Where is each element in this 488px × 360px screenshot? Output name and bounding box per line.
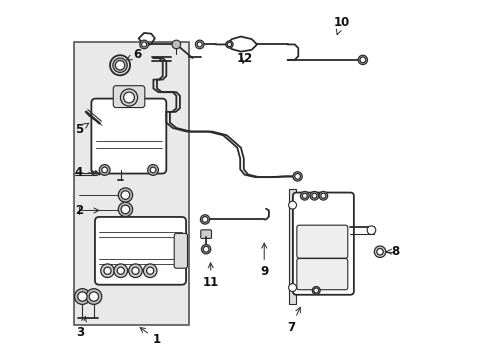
Circle shape [121, 191, 129, 199]
FancyBboxPatch shape [201, 230, 211, 238]
Circle shape [121, 205, 129, 214]
Circle shape [320, 193, 325, 198]
Text: 7: 7 [286, 307, 300, 333]
Text: 3: 3 [76, 316, 86, 339]
Circle shape [123, 92, 134, 103]
Circle shape [147, 165, 158, 175]
FancyBboxPatch shape [113, 86, 144, 108]
Circle shape [309, 192, 318, 200]
Circle shape [359, 57, 365, 63]
Circle shape [89, 292, 99, 301]
Text: 8: 8 [385, 245, 398, 258]
Circle shape [197, 42, 202, 47]
Text: 9: 9 [260, 243, 268, 278]
Circle shape [142, 42, 146, 47]
Circle shape [78, 292, 87, 301]
Circle shape [104, 267, 111, 274]
Circle shape [313, 288, 318, 293]
Circle shape [288, 201, 296, 209]
Text: 5: 5 [75, 123, 88, 136]
Circle shape [74, 289, 90, 305]
Text: 6: 6 [126, 48, 141, 61]
Circle shape [117, 267, 124, 274]
Circle shape [294, 174, 300, 179]
Circle shape [376, 248, 383, 255]
Circle shape [102, 167, 107, 173]
Circle shape [110, 55, 130, 75]
Text: 1: 1 [140, 328, 161, 346]
Circle shape [292, 172, 302, 181]
Circle shape [357, 55, 367, 64]
Text: 12: 12 [236, 51, 252, 64]
Circle shape [172, 40, 180, 49]
Circle shape [227, 42, 231, 46]
Circle shape [140, 40, 148, 49]
FancyBboxPatch shape [296, 225, 347, 258]
Circle shape [311, 193, 316, 198]
Circle shape [132, 267, 139, 274]
FancyBboxPatch shape [91, 99, 166, 174]
Text: 2: 2 [75, 204, 99, 217]
Circle shape [195, 40, 203, 49]
Text: 11: 11 [203, 263, 219, 289]
Circle shape [114, 264, 127, 278]
Circle shape [203, 246, 208, 252]
Circle shape [300, 192, 308, 200]
Circle shape [202, 217, 207, 222]
Text: 4: 4 [75, 166, 96, 179]
Circle shape [128, 264, 142, 278]
Circle shape [143, 264, 157, 278]
Circle shape [113, 58, 127, 72]
Circle shape [312, 287, 320, 294]
Bar [74, 42, 188, 325]
FancyBboxPatch shape [174, 233, 187, 268]
Circle shape [302, 193, 306, 198]
Circle shape [319, 192, 327, 200]
Circle shape [150, 167, 156, 173]
Bar [288, 189, 296, 304]
Circle shape [201, 244, 210, 254]
Circle shape [120, 89, 137, 106]
Circle shape [146, 267, 153, 274]
Circle shape [225, 41, 233, 48]
Circle shape [101, 264, 114, 278]
FancyBboxPatch shape [95, 217, 185, 285]
Circle shape [366, 226, 375, 234]
FancyBboxPatch shape [292, 193, 353, 295]
Circle shape [118, 188, 132, 202]
Circle shape [99, 165, 110, 175]
FancyBboxPatch shape [296, 258, 347, 290]
Circle shape [373, 246, 385, 257]
Circle shape [118, 202, 132, 217]
Circle shape [200, 215, 209, 224]
Circle shape [115, 60, 124, 70]
Circle shape [288, 284, 296, 292]
Text: 10: 10 [332, 16, 349, 35]
Circle shape [86, 289, 102, 305]
